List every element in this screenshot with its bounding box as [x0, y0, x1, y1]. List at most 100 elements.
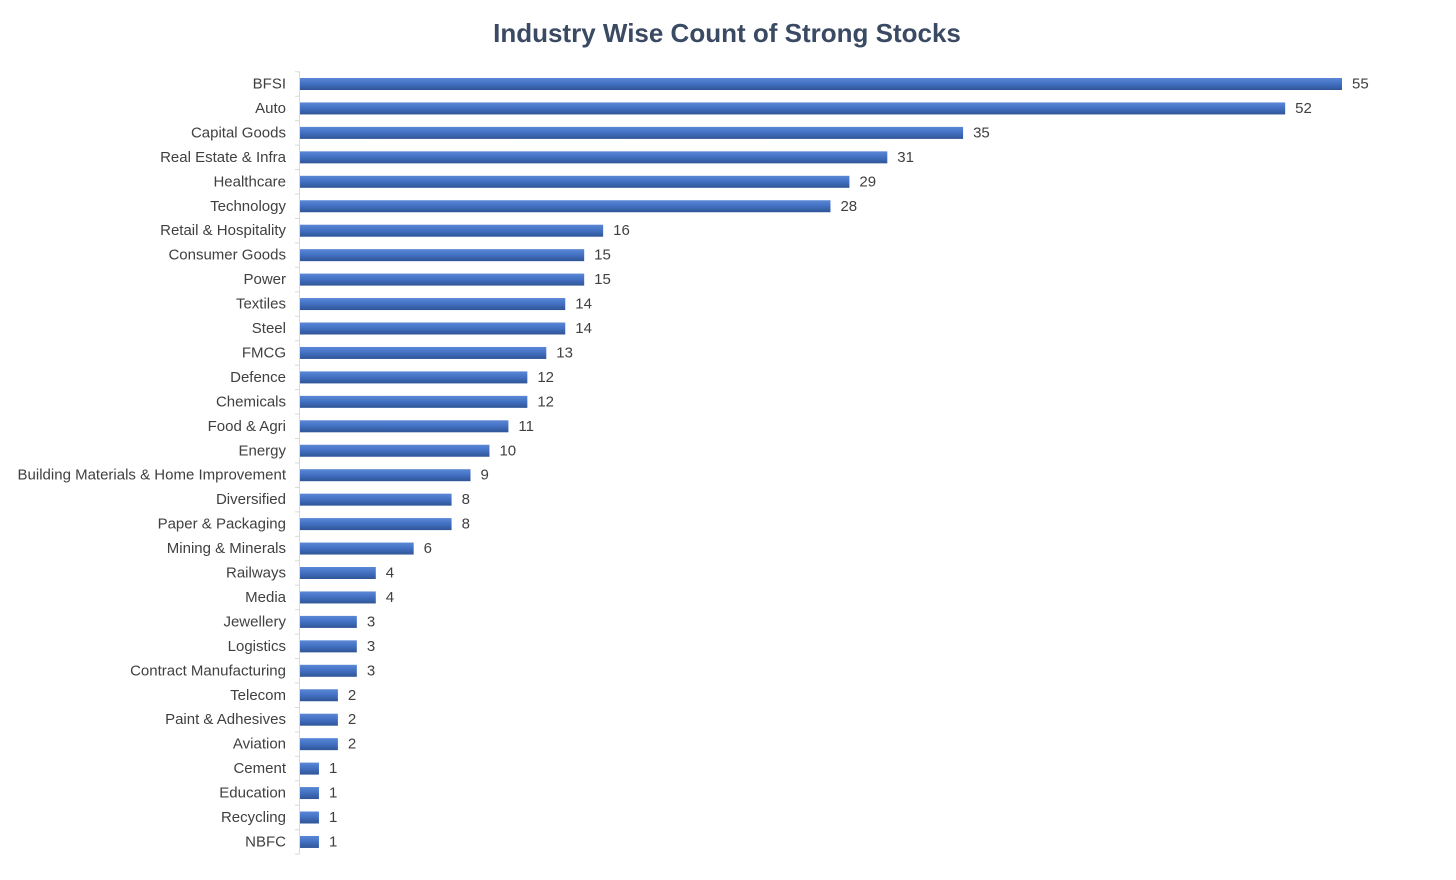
bar	[300, 615, 357, 628]
category-label: Recycling	[221, 809, 286, 826]
category-label: Logistics	[228, 638, 286, 655]
data-label: 13	[556, 344, 573, 361]
data-label: 8	[462, 516, 470, 533]
data-label: 2	[348, 687, 356, 704]
data-label: 1	[329, 809, 337, 826]
category-axis	[295, 71, 300, 855]
bar	[300, 200, 831, 213]
bar	[300, 567, 376, 579]
data-label: 16	[613, 222, 630, 239]
data-label: 1	[329, 760, 337, 777]
chart-title: Industry Wise Count of Strong Stocks	[493, 18, 961, 48]
bar	[300, 249, 585, 262]
data-label: 3	[367, 613, 375, 630]
bar	[300, 518, 452, 531]
category-label: Capital Goods	[191, 124, 286, 141]
category-label: Steel	[252, 320, 286, 337]
category-label: Contract Manufacturing	[130, 662, 286, 679]
data-label: 1	[329, 785, 337, 802]
category-label: Cement	[233, 760, 286, 777]
data-label: 3	[367, 638, 375, 655]
bar	[300, 762, 319, 775]
category-label: Textiles	[236, 296, 286, 313]
bar	[300, 78, 1342, 90]
bar	[300, 371, 528, 384]
bar	[300, 175, 850, 188]
data-label: 12	[537, 369, 554, 386]
data-label: 12	[537, 393, 554, 410]
bar	[300, 811, 319, 824]
category-label: Diversified	[216, 491, 286, 508]
data-label: 1	[329, 833, 337, 850]
category-label: Food & Agri	[208, 418, 286, 435]
data-label: 10	[499, 442, 516, 459]
category-label: Auto	[255, 100, 286, 117]
data-label: 55	[1352, 76, 1369, 93]
category-label: Paper & Packaging	[158, 516, 286, 533]
category-label: Real Estate & Infra	[160, 149, 287, 166]
data-label: 14	[575, 296, 592, 313]
category-label: Building Materials & Home Improvement	[18, 467, 287, 484]
category-label: Energy	[238, 442, 286, 459]
bar	[300, 591, 376, 604]
data-label: 31	[897, 149, 914, 166]
bar	[300, 469, 471, 482]
data-labels-group: 5552353129281615151414131212111098864433…	[329, 76, 1369, 851]
bar	[300, 273, 585, 286]
bar	[300, 395, 528, 408]
bar	[300, 346, 547, 359]
bar	[300, 298, 566, 311]
category-label: Healthcare	[213, 173, 286, 190]
category-label: Railways	[226, 565, 286, 582]
data-label: 52	[1295, 100, 1312, 117]
data-label: 9	[481, 467, 489, 484]
category-label: Telecom	[230, 687, 286, 704]
bar	[300, 420, 509, 433]
bar	[300, 640, 357, 653]
data-label: 35	[973, 124, 990, 141]
category-label: Retail & Hospitality	[160, 222, 286, 239]
data-label: 11	[518, 418, 534, 435]
category-label: Power	[243, 271, 286, 288]
bars-group	[300, 78, 1342, 848]
data-label: 4	[386, 589, 394, 606]
data-label: 8	[462, 491, 470, 508]
category-label: Aviation	[233, 736, 286, 753]
bar	[300, 835, 319, 848]
category-label: Jewellery	[223, 613, 286, 630]
bar	[300, 713, 338, 726]
category-label: Consumer Goods	[168, 247, 286, 264]
category-label: Chemicals	[216, 393, 286, 410]
category-label: Mining & Minerals	[167, 540, 286, 557]
category-label: Paint & Adhesives	[165, 711, 286, 728]
category-labels-group: BFSI Auto Capital Goods Real Estate & Infra…	[18, 76, 287, 851]
bar	[300, 664, 357, 677]
category-label: NBFC	[245, 833, 286, 850]
bar	[300, 126, 964, 139]
data-label: 3	[367, 662, 375, 679]
data-label: 14	[575, 320, 592, 337]
bar	[300, 738, 338, 751]
bar	[300, 322, 566, 335]
data-label: 28	[840, 198, 857, 215]
data-label: 15	[594, 247, 611, 264]
bar	[300, 102, 1286, 115]
category-label: BFSI	[253, 76, 286, 93]
category-label: FMCG	[242, 344, 286, 361]
data-label: 15	[594, 271, 611, 288]
category-label: Technology	[210, 198, 286, 215]
bar	[300, 493, 452, 506]
bar	[300, 224, 604, 237]
data-label: 2	[348, 736, 356, 753]
data-label: 4	[386, 565, 394, 582]
data-label: 29	[859, 173, 876, 190]
bar	[300, 444, 490, 457]
category-label: Media	[245, 589, 287, 606]
bar	[300, 542, 414, 555]
category-label: Defence	[230, 369, 286, 386]
data-label: 2	[348, 711, 356, 728]
bar	[300, 787, 319, 800]
bar	[300, 151, 888, 164]
